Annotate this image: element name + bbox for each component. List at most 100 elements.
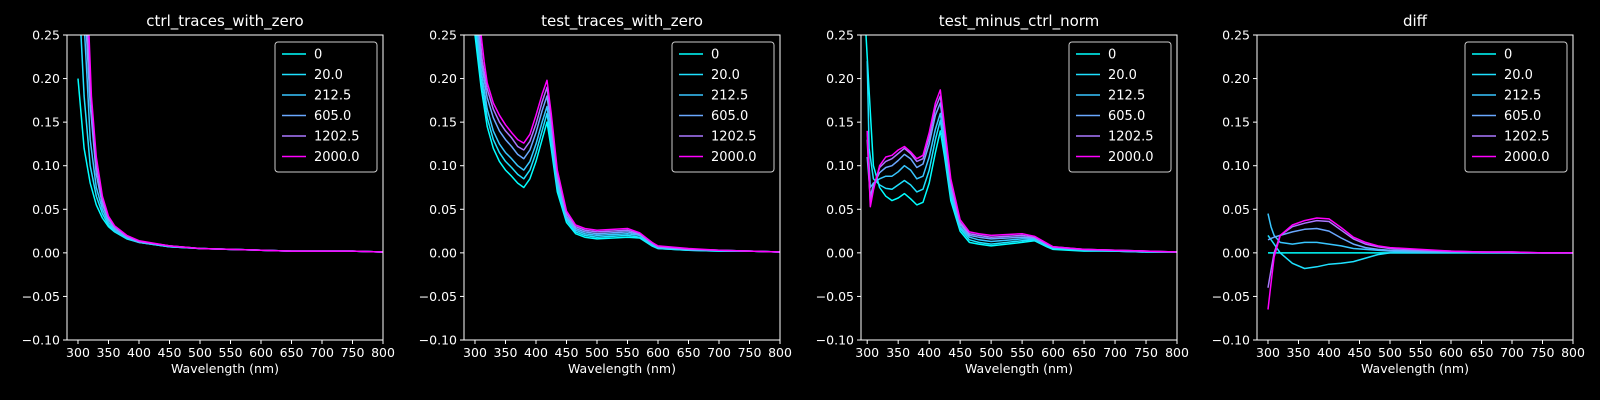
legend-label: 20.0 [314, 68, 343, 83]
y-tick-label: 0.25 [429, 28, 457, 43]
x-tick-label: 750 [1134, 345, 1158, 360]
x-tick-label: 800 [371, 345, 395, 360]
x-tick-label: 400 [127, 345, 151, 360]
y-tick-label: 0.25 [1222, 28, 1250, 43]
x-tick-label: 350 [886, 345, 910, 360]
x-tick-label: 800 [768, 345, 792, 360]
x-tick-label: 700 [1500, 345, 1524, 360]
legend-label: 212.5 [314, 89, 351, 104]
x-tick-label: 800 [1561, 345, 1585, 360]
legend-label: 605.0 [314, 109, 351, 124]
y-tick-label: −0.10 [816, 333, 854, 348]
x-tick-label: 750 [738, 345, 762, 360]
x-tick-label: 600 [646, 345, 670, 360]
x-axis-label: Wavelength (nm) [965, 361, 1073, 376]
x-tick-label: 500 [585, 345, 609, 360]
y-tick-label: 0.05 [1222, 202, 1250, 217]
legend-label: 212.5 [1504, 89, 1541, 104]
y-tick-label: 0.15 [32, 115, 60, 130]
y-tick-label: 0.10 [1222, 158, 1250, 173]
axes-frame [860, 34, 1178, 341]
x-tick-label: 650 [280, 345, 304, 360]
x-tick-label: 350 [1287, 345, 1311, 360]
x-tick-label: 600 [249, 345, 273, 360]
legend-label: 605.0 [1108, 109, 1145, 124]
series-line-20.0 [866, 61, 1177, 253]
legend-label: 1202.5 [314, 130, 360, 145]
x-tick-label: 600 [1041, 345, 1065, 360]
series-line-1202.5 [1267, 219, 1573, 288]
y-tick-label: 0.00 [1222, 245, 1250, 260]
series-line-2000.0 [480, 35, 780, 253]
x-tick-label: 650 [1072, 345, 1096, 360]
x-axis-label: Wavelength (nm) [171, 361, 279, 376]
y-tick-label: 0.20 [429, 71, 457, 86]
legend-label: 0 [1504, 48, 1512, 63]
series-line-212.5 [1267, 213, 1573, 254]
x-tick-label: 750 [1531, 345, 1555, 360]
x-tick-label: 300 [1256, 345, 1280, 360]
legend-label: 1202.5 [1504, 130, 1550, 145]
panel-3: 300 350 400 450 500 550 600 650 700 750 800 −0.10 −0… [816, 12, 1189, 376]
legend-label: 2000.0 [711, 150, 757, 165]
x-tick-label: 400 [1317, 345, 1341, 360]
x-tick-label: 650 [1470, 345, 1494, 360]
legend-label: 0 [711, 48, 719, 63]
x-tick-label: 400 [917, 345, 941, 360]
y-tick-label: −0.05 [1212, 289, 1250, 304]
x-tick-label: 400 [524, 345, 548, 360]
x-tick-label: 450 [555, 345, 579, 360]
x-tick-label: 450 [158, 345, 182, 360]
chart-title: diff [1403, 12, 1428, 30]
x-tick-label: 550 [1409, 345, 1433, 360]
x-tick-label: 700 [707, 345, 731, 360]
panel-4: 300 350 400 450 500 550 600 650 700 750 800 −0.10 −0… [1212, 12, 1585, 376]
x-tick-label: 600 [1439, 345, 1463, 360]
legend-label: 212.5 [1108, 89, 1145, 104]
x-tick-label: 350 [494, 345, 518, 360]
x-tick-label: 300 [66, 345, 90, 360]
x-axis-label: Wavelength (nm) [568, 361, 676, 376]
y-tick-label: 0.05 [32, 202, 60, 217]
legend-label: 20.0 [1504, 68, 1533, 83]
series-line-0 [865, 35, 1177, 253]
y-tick-label: 0.00 [429, 245, 457, 260]
legend-label: 605.0 [711, 109, 748, 124]
series-line-2000.0 [88, 35, 383, 253]
x-axis-label: Wavelength (nm) [1361, 361, 1469, 376]
legend-label: 212.5 [711, 89, 748, 104]
axes-frame [463, 34, 781, 341]
y-tick-label: 0.00 [32, 245, 60, 260]
chart-title: ctrl_traces_with_zero [146, 12, 303, 31]
axes-frame [66, 34, 384, 341]
series-group [474, 35, 780, 253]
x-tick-label: 500 [979, 345, 1003, 360]
x-tick-label: 650 [677, 345, 701, 360]
legend-label: 0 [1108, 48, 1116, 63]
legend-label: 2000.0 [314, 150, 360, 165]
x-tick-label: 700 [1103, 345, 1127, 360]
series-line-20.0 [475, 35, 780, 253]
series-group [865, 35, 1177, 253]
legend: 0 20.0 212.5 605.0 1202.5 2000.0 [1068, 41, 1172, 173]
y-tick-label: 0.10 [826, 158, 854, 173]
panel-2: 300 350 400 450 500 550 600 650 700 750 800 −0.10 −0… [419, 12, 792, 376]
y-tick-label: 0.00 [826, 245, 854, 260]
series-line-2000.0 [866, 89, 1177, 253]
y-tick-label: −0.05 [22, 289, 60, 304]
series-group [1267, 213, 1573, 310]
legend-label: 20.0 [1108, 68, 1137, 83]
y-tick-label: 0.05 [429, 202, 457, 217]
y-tick-label: 0.20 [32, 71, 60, 86]
panel-1: 300 350 400 450 500 550 600 650 700 750 800 −0.10 −0… [22, 12, 395, 376]
y-tick-label: 0.25 [32, 28, 60, 43]
legend: 0 20.0 212.5 605.0 1202.5 2000.0 [671, 41, 775, 173]
x-tick-label: 450 [948, 345, 972, 360]
x-tick-label: 700 [310, 345, 334, 360]
x-tick-label: 500 [188, 345, 212, 360]
y-tick-label: 0.15 [1222, 115, 1250, 130]
x-tick-label: 550 [219, 345, 243, 360]
series-group [77, 35, 383, 253]
chart-title: test_traces_with_zero [541, 12, 703, 31]
